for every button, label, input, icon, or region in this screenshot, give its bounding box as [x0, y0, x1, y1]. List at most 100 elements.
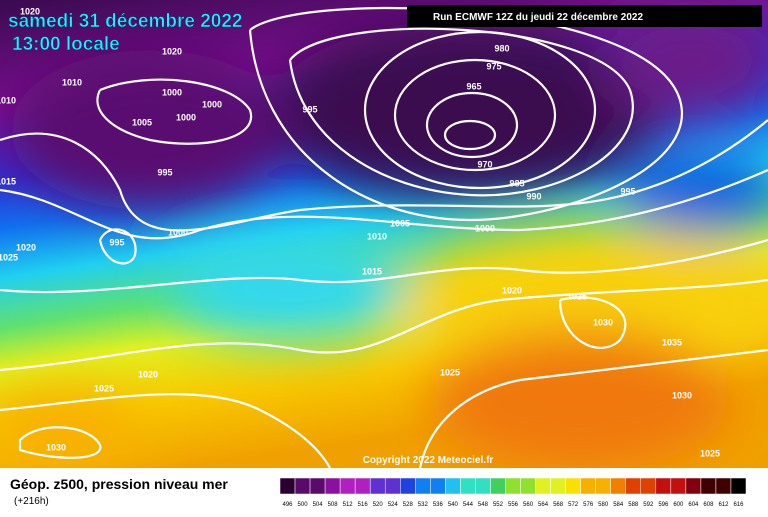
scale-swatch	[354, 477, 371, 495]
isobar-label: 1030	[593, 317, 613, 327]
scale-swatch	[580, 477, 596, 495]
scale-label: 580	[598, 502, 609, 508]
isobar-label: 1020	[162, 46, 182, 56]
scale-label: 512	[343, 502, 354, 508]
scale-swatch	[324, 477, 341, 495]
isobar-label: 990	[526, 191, 541, 201]
color-scale: 496 500 504 508 512 516 520 524 528 532 536 540 544 5…	[279, 477, 747, 508]
isobar-label: 1015	[0, 176, 16, 186]
isobar-label: 1025	[567, 291, 587, 301]
scale-label: 524	[388, 502, 399, 508]
map: 1020 1020 1010 1000 1000 1005 1000 995 980 975 965…	[0, 0, 768, 470]
isobar-label: 1020	[138, 369, 158, 379]
scale-swatch	[655, 477, 672, 495]
isobar-label: 985	[509, 178, 524, 188]
scale-label: 568	[553, 502, 564, 508]
scale-swatch	[505, 477, 521, 495]
scale-swatch	[520, 477, 536, 495]
scale-swatch	[595, 477, 611, 495]
scale-swatch	[625, 477, 642, 495]
scale-label: 536	[433, 502, 444, 508]
isobar-label: 1030	[672, 390, 692, 400]
isobar-label: 995	[302, 104, 317, 114]
scale-label: 504	[313, 502, 324, 508]
run-box	[407, 5, 762, 27]
scale-swatch	[730, 477, 747, 495]
scale-swatch	[550, 477, 566, 495]
isobar-label: 1000	[168, 227, 188, 237]
scale-label: 532	[418, 502, 429, 508]
isobar-label: 1020	[20, 6, 40, 16]
isobars	[0, 6, 768, 469]
isobar-label: 1020	[16, 242, 36, 252]
isobar-label: 1025	[440, 367, 460, 377]
scale-label: 592	[643, 502, 654, 508]
isobar-label: 1005	[132, 117, 152, 127]
scale-swatch	[279, 477, 296, 495]
scale-swatch	[565, 477, 581, 495]
scale-label: 516	[358, 502, 369, 508]
isobar-label: 1025	[700, 448, 720, 458]
scale-swatch	[700, 477, 717, 495]
isobar-label: 1025	[0, 252, 18, 262]
isobar-label: 965	[466, 81, 481, 91]
scale-label: 576	[583, 502, 594, 508]
footer-title: Géop. z500, pression niveau mer	[10, 476, 228, 492]
scale-label: 500	[298, 502, 309, 508]
scale-swatch	[309, 477, 326, 495]
isobar-label: 1010	[367, 231, 387, 241]
scale-label: 612	[718, 502, 729, 508]
lead-time: (+216h)	[14, 496, 49, 507]
scale-swatch	[400, 477, 416, 495]
scale-label: 588	[628, 502, 639, 508]
isobar-label: 1000	[162, 87, 182, 97]
isobar-label: 995	[620, 186, 635, 196]
scale-swatch	[460, 477, 476, 495]
scale-swatch	[640, 477, 657, 495]
isobar-label: 1000	[176, 112, 196, 122]
scale-label: 604	[688, 502, 699, 508]
isobar-label: 1035	[662, 337, 682, 347]
scale-swatch	[384, 477, 401, 495]
scale-label: 544	[463, 502, 474, 508]
scale-swatch	[610, 477, 626, 495]
isobar-label: 970	[477, 159, 492, 169]
scale-label: 564	[538, 502, 549, 508]
scale-label: 616	[733, 502, 744, 508]
scale-swatch	[490, 477, 506, 495]
scale-label: 508	[328, 502, 339, 508]
time: 13:00 locale	[12, 34, 120, 55]
isobar-label: 1000	[202, 99, 222, 109]
scale-label: 608	[703, 502, 714, 508]
isobar-label: 1030	[46, 442, 66, 452]
run-info: Run ECMWF 12Z du jeudi 22 décembre 2022	[433, 12, 643, 23]
scale-swatch	[475, 477, 491, 495]
scale-label: 528	[403, 502, 414, 508]
scale-swatch	[415, 477, 431, 495]
scale-label: 556	[508, 502, 519, 508]
isobar-label: 980	[494, 43, 509, 53]
scale-label: 596	[658, 502, 669, 508]
scale-swatch	[430, 477, 446, 495]
isobar-label: 975	[486, 61, 501, 71]
scale-label: 584	[613, 502, 624, 508]
scale-label: 540	[448, 502, 459, 508]
isobar-label: 995	[157, 167, 172, 177]
scale-label: 548	[478, 502, 489, 508]
scale-swatch	[445, 477, 461, 495]
scale-swatch	[294, 477, 311, 495]
isobar-label: 995	[109, 237, 124, 247]
scale-label: 496	[283, 502, 294, 508]
isobar-label: 1025	[94, 383, 114, 393]
scale-swatch	[339, 477, 356, 495]
isobar-label: 1000	[475, 223, 495, 233]
scale-label: 552	[493, 502, 504, 508]
isobar-label: 1005	[390, 218, 410, 228]
scale-label: 600	[673, 502, 684, 508]
scale-swatch	[535, 477, 551, 495]
scale-swatch	[369, 477, 386, 495]
isobar-label: 1015	[362, 266, 382, 276]
scale-swatch	[670, 477, 687, 495]
isobar-label: 1020	[502, 285, 522, 295]
